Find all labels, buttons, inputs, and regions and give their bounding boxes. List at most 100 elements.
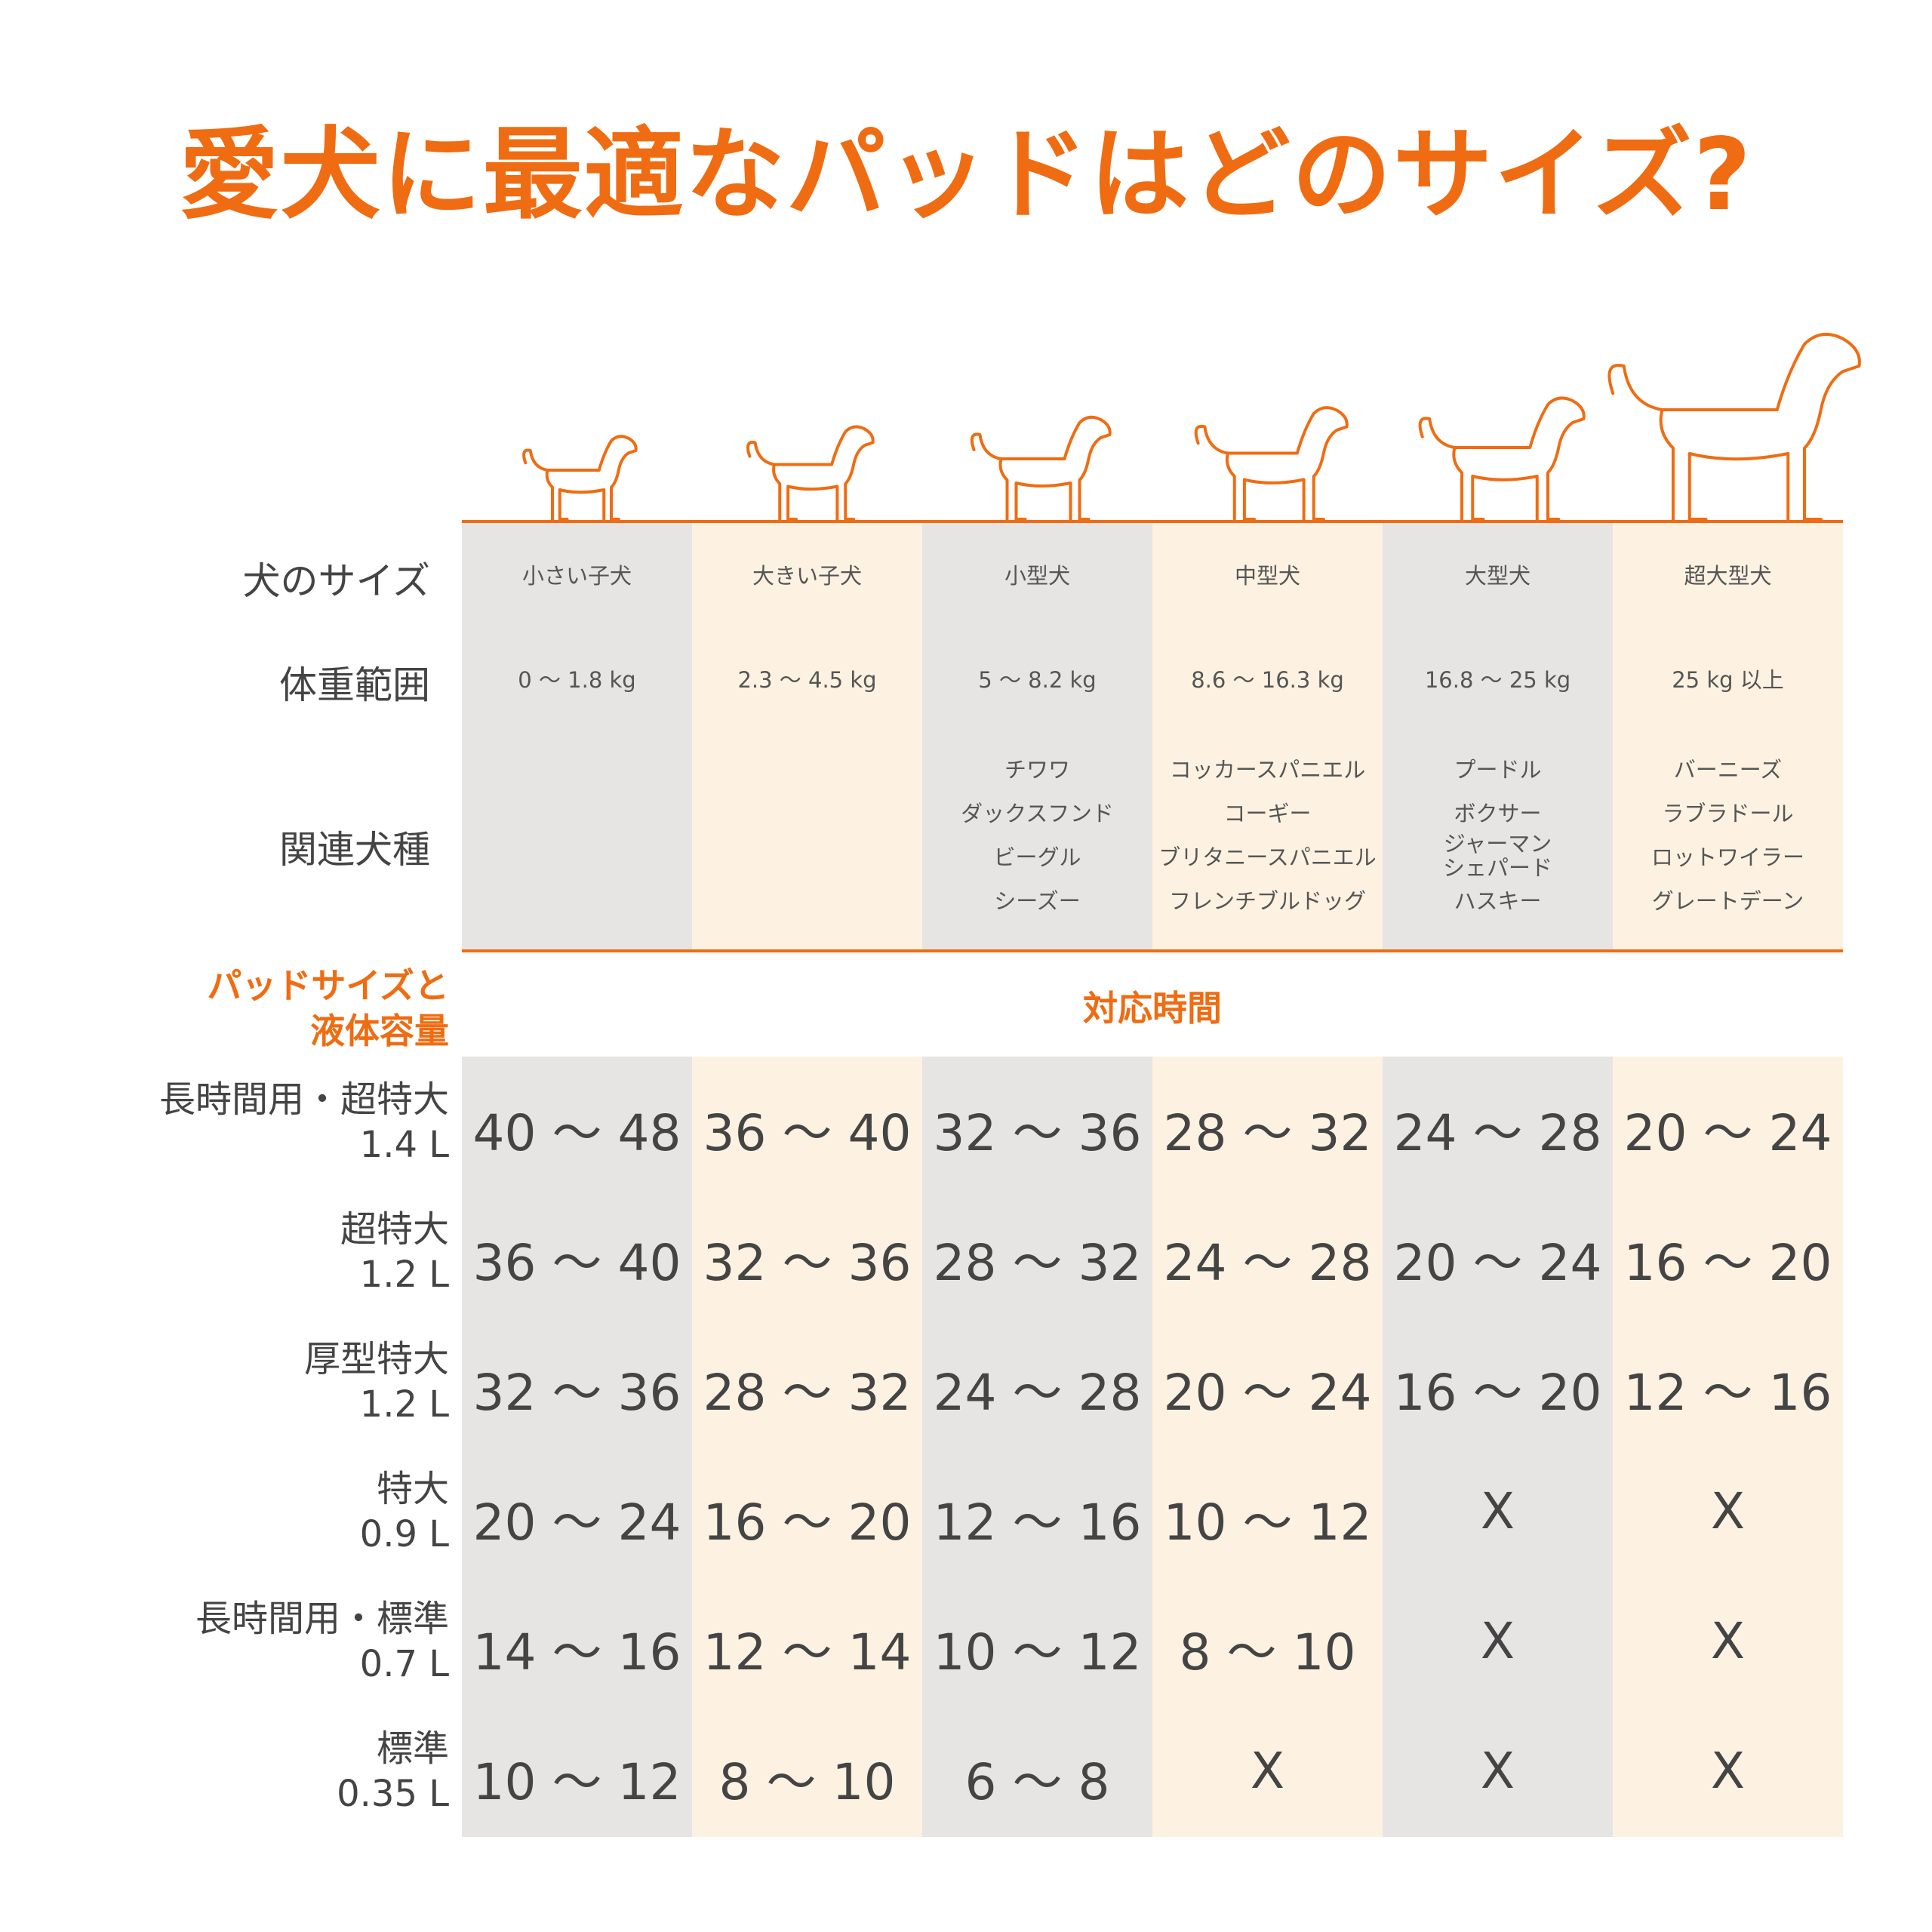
cell-value: 24 〜 28 [933,1364,1142,1422]
row-volume: 0.7 L [359,1643,449,1685]
column-bg [1383,1057,1613,1837]
breed: ハスキー [1454,888,1542,914]
row-volume: 1.2 L [359,1254,449,1296]
weight-label: 16.8 〜 25 kg [1424,667,1571,693]
cell-value: X [1710,1742,1746,1800]
cell-value: 20 〜 24 [472,1494,681,1552]
column-bg [922,521,1152,951]
column-bg [692,521,922,951]
breed: コッカースパニエル [1169,757,1366,783]
breed: ロットワイラー [1651,844,1804,870]
cell-value: 12 〜 16 [933,1494,1142,1552]
header-label: 犬のサイズ [242,559,431,603]
size-label: 大型犬 [1464,563,1531,589]
breed: フレンチブルドッグ [1168,888,1366,914]
cell-value: 28 〜 32 [933,1234,1142,1292]
weight-label: 0 〜 1.8 kg [518,667,636,693]
cell-value: 32 〜 36 [703,1234,912,1292]
cell-value: 20 〜 24 [1163,1364,1372,1422]
row-volume: 1.2 L [359,1383,449,1426]
row-name: 標準 [376,1727,449,1770]
column-bg [1613,521,1843,951]
row-volume: 0.35 L [337,1773,449,1815]
row-name: 特大 [376,1468,449,1510]
cell-value: X [1710,1482,1746,1540]
cell-value: 36 〜 40 [703,1104,912,1162]
cell-value: 16 〜 20 [703,1494,912,1552]
dog-icon [1418,396,1586,521]
weight-label: 5 〜 8.2 kg [978,667,1097,693]
breed: ジャーマン シェパード [1442,831,1552,881]
row-volume: 1.4 L [359,1124,449,1166]
cell-value: 12 〜 16 [1623,1364,1832,1422]
breed: バーニーズ [1673,757,1783,783]
breed: シーズー [994,888,1081,914]
cell-value: 20 〜 24 [1393,1234,1602,1292]
column-bg [1613,1057,1843,1837]
section-label: 液体容量 [310,1011,449,1051]
cell-value: X [1480,1742,1515,1800]
cell-value: 16 〜 20 [1393,1364,1602,1422]
weight-label: 2.3 〜 4.5 kg [737,667,877,693]
breed: ビーグル [993,844,1081,870]
column-bg [462,1057,692,1837]
cell-value: 32 〜 36 [933,1104,1142,1162]
dog-icon [746,425,875,521]
cell-value: 24 〜 28 [1163,1234,1372,1292]
breed: ブリタニースパニエル [1158,844,1377,870]
breed: プードル [1454,757,1542,783]
dog-icon [970,415,1112,521]
size-label: 小さい子犬 [521,563,632,589]
cell-value: 28 〜 32 [1163,1104,1372,1162]
breed: グレートデーン [1651,888,1804,914]
row-volume: 0.9 L [359,1513,449,1555]
dog-icon [1194,406,1349,521]
cell-value: 10 〜 12 [1163,1494,1372,1552]
cell-value: X [1480,1612,1515,1670]
divider [462,520,1843,523]
breed: ラブラドール [1662,801,1794,826]
divider [462,949,1843,952]
row-name: 長時間用・超特大 [158,1078,449,1121]
cell-value: 40 〜 48 [472,1104,681,1162]
column-bg [1383,521,1613,951]
weight-label: 8.6 〜 16.3 kg [1191,667,1344,693]
size-label: 超大型犬 [1684,563,1772,589]
cell-value: X [1250,1742,1285,1800]
cell-value: 32 〜 36 [472,1364,681,1422]
breed: コーギー [1223,801,1312,826]
cell-value: X [1480,1482,1515,1540]
header-label: 関連犬種 [279,828,430,872]
cell-value: 24 〜 28 [1393,1104,1602,1162]
row-name: 厚型特大 [303,1338,449,1380]
weight-label: 25 kg 以上 [1672,667,1784,693]
cell-value: 10 〜 12 [933,1623,1142,1681]
title: 愛犬に最適なパッドはどのサイズ? [179,117,1753,233]
row-name: 長時間用・標準 [195,1598,449,1640]
cell-value: 8 〜 10 [718,1753,896,1811]
size-label: 中型犬 [1234,563,1300,589]
column-bg [462,521,692,951]
size-label: 大きい子犬 [752,563,862,589]
section-heading: 対応時間 [1083,988,1222,1029]
column-bg [692,1057,922,1837]
dog-icon [522,435,638,521]
breed: ボクサー [1454,801,1542,826]
cell-value: 10 〜 12 [472,1753,681,1811]
dog-illustrations [522,332,1861,521]
column-bg [1152,521,1383,951]
header-label: 体重範囲 [279,663,430,707]
cell-value: 36 〜 40 [472,1234,681,1292]
section-label: パッドサイズと [207,965,449,1006]
dog-icon [1607,332,1861,521]
cell-value: X [1710,1612,1746,1670]
row-name: 超特大 [340,1208,449,1251]
cell-value: 6 〜 8 [964,1753,1110,1811]
cell-value: 16 〜 20 [1623,1234,1832,1292]
cell-value: 12 〜 14 [703,1623,912,1681]
cell-value: 14 〜 16 [472,1623,681,1681]
size-label: 小型犬 [1004,563,1070,589]
breed: ダックスフンド [961,801,1114,826]
cell-value: 20 〜 24 [1623,1104,1832,1162]
